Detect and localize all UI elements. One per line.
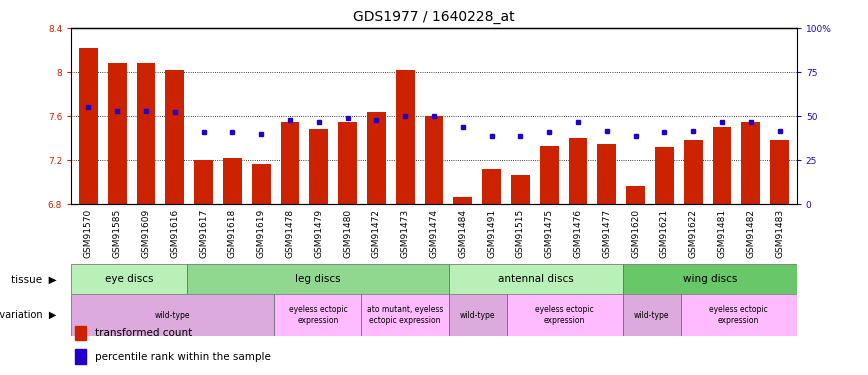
Text: GSM91609: GSM91609 [141,209,150,258]
Bar [741,122,760,204]
Text: GSM91473: GSM91473 [401,209,410,258]
Text: wing discs: wing discs [682,274,737,284]
Text: transformed count: transformed count [95,328,193,338]
Text: GSM91619: GSM91619 [257,209,266,258]
Text: GSM91616: GSM91616 [170,209,180,258]
Bar [396,70,415,204]
Text: GSM91620: GSM91620 [631,209,640,258]
Text: GSM91476: GSM91476 [574,209,582,258]
Text: GSM91481: GSM91481 [718,209,727,258]
Bar [511,175,529,204]
Title: GDS1977 / 1640228_at: GDS1977 / 1640228_at [353,10,515,24]
Bar [274,294,361,336]
Text: percentile rank within the sample: percentile rank within the sample [95,352,272,362]
Text: wild-type: wild-type [155,310,190,320]
Bar [166,70,184,204]
Text: ato mutant, eyeless
ectopic expression: ato mutant, eyeless ectopic expression [367,305,444,325]
Text: GSM91622: GSM91622 [688,209,698,258]
Bar [622,294,681,336]
Text: eyeless ectopic
expression: eyeless ectopic expression [709,305,768,325]
Text: GSM91482: GSM91482 [746,209,755,258]
Text: tissue  ▶: tissue ▶ [11,274,56,284]
Bar [75,326,86,340]
Text: GSM91480: GSM91480 [343,209,352,258]
Text: GSM91621: GSM91621 [660,209,669,258]
Text: GSM91475: GSM91475 [545,209,554,258]
Text: GSM91618: GSM91618 [228,209,237,258]
Bar [453,196,472,204]
Bar [339,122,357,204]
Text: eye discs: eye discs [105,274,154,284]
Text: GSM91491: GSM91491 [487,209,496,258]
Bar [540,146,558,204]
Text: GSM91570: GSM91570 [84,209,93,258]
Text: GSM91477: GSM91477 [602,209,611,258]
Text: GSM91585: GSM91585 [113,209,122,258]
Bar [626,186,645,204]
Bar [622,264,797,294]
Text: GSM91484: GSM91484 [458,209,467,258]
Text: leg discs: leg discs [295,274,341,284]
Bar [252,164,271,204]
Bar [367,112,385,204]
Bar [483,169,501,204]
Text: GSM91515: GSM91515 [516,209,525,258]
Bar [187,264,449,294]
Text: GSM91474: GSM91474 [430,209,438,258]
Text: antennal discs: antennal discs [497,274,574,284]
Bar [361,294,449,336]
Bar [108,63,127,204]
Bar [71,294,274,336]
Text: GSM91478: GSM91478 [286,209,294,258]
Bar [684,141,702,204]
Text: genotype/variation  ▶: genotype/variation ▶ [0,310,56,320]
Text: wild-type: wild-type [460,310,496,320]
Bar [280,122,299,204]
Bar [770,141,789,204]
Bar [681,294,797,336]
Text: GSM91483: GSM91483 [775,209,784,258]
Bar [75,350,86,364]
Bar [655,147,674,204]
Bar [713,127,732,204]
Text: GSM91472: GSM91472 [372,209,381,258]
Bar [194,160,213,204]
Bar [310,129,328,204]
Bar [507,294,622,336]
Text: GSM91617: GSM91617 [199,209,208,258]
Bar [569,138,588,204]
Text: wild-type: wild-type [634,310,669,320]
Bar [424,116,444,204]
Bar [136,63,155,204]
Text: GSM91479: GSM91479 [314,209,323,258]
Text: eyeless ectopic
expression: eyeless ectopic expression [288,305,347,325]
Text: eyeless ectopic
expression: eyeless ectopic expression [536,305,594,325]
Bar [449,294,507,336]
Bar [449,264,622,294]
Bar [597,144,616,204]
Bar [223,158,242,204]
Bar [71,264,187,294]
Bar [79,48,98,204]
